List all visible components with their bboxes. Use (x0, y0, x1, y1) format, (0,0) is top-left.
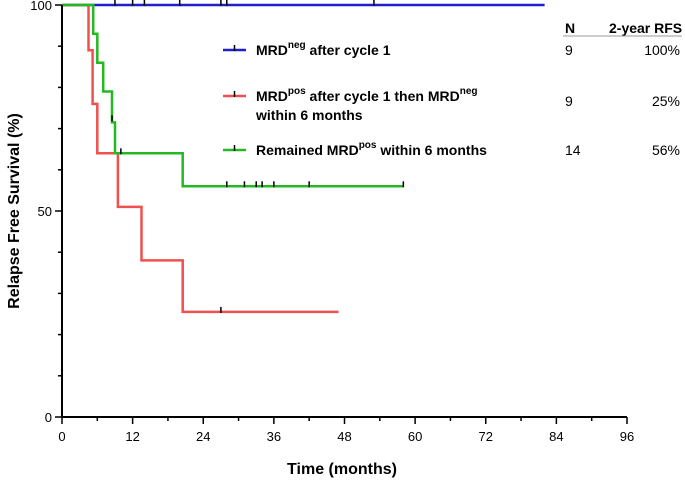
x-tick-label: 72 (479, 429, 493, 444)
summary-table: N 2-year RFS 9 100% 9 25% 14 56% (563, 20, 682, 158)
table-n-1: 9 (565, 93, 573, 109)
x-axis-title: Time (months) (287, 461, 397, 478)
legend-label-1: MRDpos after cycle 1 then MRDneg (256, 86, 478, 104)
x-tick-label: 0 (58, 429, 65, 444)
table-n-2: 14 (565, 142, 581, 158)
plot-series-layer (62, 0, 545, 314)
legend-label-line2-1: within 6 months (255, 107, 363, 123)
x-tick-label: 12 (125, 429, 139, 444)
legend: MRDneg after cycle 1 MRDpos after cycle 1… (223, 40, 487, 158)
x-tick-label: 24 (196, 429, 210, 444)
x-tick-label: 36 (267, 429, 281, 444)
x-tick-label: 48 (337, 429, 351, 444)
y-tick-label: 100 (30, 0, 52, 13)
table-rfs-2: 56% (652, 142, 680, 158)
table-n-0: 9 (565, 42, 573, 58)
y-tick-label: 50 (38, 204, 52, 219)
series-line-1 (62, 3, 339, 314)
x-tick-label: 96 (620, 429, 634, 444)
axes (61, 5, 627, 418)
table-header-rfs: 2-year RFS (609, 20, 682, 36)
x-tick-label: 84 (549, 429, 563, 444)
legend-label-0: MRDneg after cycle 1 (256, 40, 391, 58)
y-tick-label: 0 (45, 410, 52, 425)
axis-ticks: 0 12 24 36 48 60 72 84 96 0 50 100 (30, 0, 634, 444)
table-rfs-0: 100% (644, 42, 680, 58)
y-axis-title: Relapse Free Survival (%) (6, 113, 23, 309)
legend-label-2: Remained MRDpos within 6 months (256, 140, 487, 158)
table-rfs-1: 25% (652, 93, 680, 109)
series-line-2 (62, 3, 404, 188)
table-header-n: N (565, 20, 575, 36)
x-tick-label: 60 (408, 429, 422, 444)
